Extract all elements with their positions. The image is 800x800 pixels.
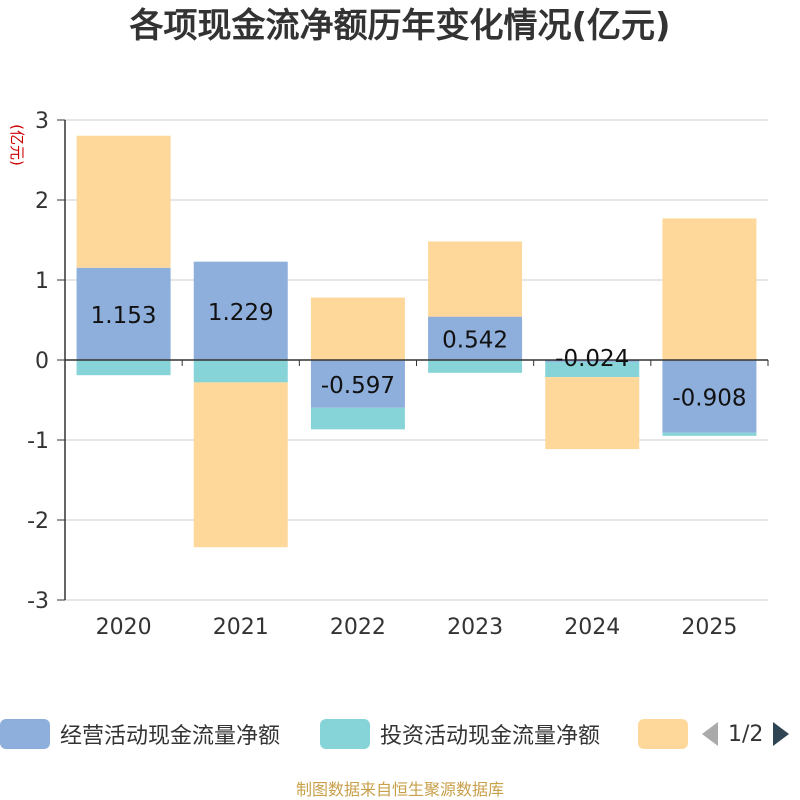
data-label: -0.908 (672, 385, 746, 411)
pager-text: 1/2 (728, 721, 764, 747)
axes: -3 -2 -1 0 1 2 3 2020 2021 2022 2023 2024 2025 (27, 109, 769, 640)
y-tick-label: 0 (35, 349, 49, 374)
bar-series-2-2022[interactable] (310, 297, 405, 360)
legend-item-investing[interactable]: 投资活动现金流量净额 (320, 716, 600, 752)
legend-swatch-investing (320, 719, 370, 749)
bar-series-1-2023[interactable] (428, 360, 523, 373)
y-tick-label: 1 (35, 269, 49, 294)
grid-lines (65, 119, 768, 601)
data-label: 1.153 (91, 303, 157, 329)
bar-series-2-2020[interactable] (76, 135, 171, 268)
bar-series-1-2022[interactable] (310, 407, 405, 430)
bar-series-0-2022[interactable] (310, 360, 405, 408)
y-axis-title: (亿元) (8, 124, 26, 166)
legend: 经营活动现金流量净额 投资活动现金流量净额 1/2 (0, 716, 800, 756)
legend-item-operating[interactable]: 经营活动现金流量净额 (0, 716, 280, 752)
legend-swatch-financing (638, 719, 688, 749)
data-label: 1.229 (208, 300, 274, 326)
legend-label-investing: 投资活动现金流量净额 (380, 724, 601, 749)
chart-title: 各项现金流净额历年变化情况(亿元) (129, 6, 671, 46)
footer-source: 制图数据来自恒生聚源数据库 (295, 780, 504, 799)
y-tick-label: 3 (35, 109, 49, 134)
y-tick-label: -1 (27, 429, 49, 454)
x-tick-label: 2022 (330, 615, 386, 640)
bar-series-0-2021[interactable] (193, 261, 288, 360)
bar-series-1-2020[interactable] (76, 360, 171, 376)
bar-series-2-2024[interactable] (545, 377, 640, 450)
x-tick-label: 2025 (681, 615, 737, 640)
data-label: -0.024 (555, 346, 629, 372)
bar-series-2-2021[interactable] (193, 382, 288, 548)
legend-item-financing[interactable] (638, 716, 688, 752)
stacked-bar-chart: -3 -2 -1 0 1 2 3 2020 2021 2022 2023 2024 2025 1.153… (8, 109, 769, 640)
y-tick-label: 2 (35, 189, 49, 214)
x-tick-label: 2020 (96, 615, 152, 640)
bar-series-0-2020[interactable] (76, 267, 171, 360)
bar-series-2-2025[interactable] (662, 218, 757, 360)
bar-series-0-2025[interactable] (662, 360, 757, 433)
y-tick-label: -3 (27, 589, 49, 614)
y-tick-label: -2 (27, 509, 49, 534)
bars (76, 135, 757, 548)
x-tick-label: 2024 (564, 615, 620, 640)
bar-series-1-2025[interactable] (662, 432, 757, 436)
x-tick-label: 2023 (447, 615, 503, 640)
bar-series-0-2024[interactable] (545, 360, 640, 362)
legend-pager: 1/2 (700, 716, 791, 752)
bar-series-2-2023[interactable] (428, 241, 523, 317)
data-labels: 1.153 1.229 -0.597 0.542 -0.024 -0.908 (91, 300, 747, 411)
x-tick-label: 2021 (213, 615, 269, 640)
legend-label-operating: 经营活动现金流量净额 (60, 724, 281, 749)
bar-series-0-2023[interactable] (428, 316, 523, 360)
legend-swatch-operating (0, 719, 50, 749)
data-label: 0.542 (442, 327, 508, 353)
pager-prev-icon[interactable] (700, 720, 720, 748)
pager-next-icon[interactable] (771, 720, 791, 748)
data-label: -0.597 (321, 373, 395, 399)
bar-series-1-2021[interactable] (193, 360, 288, 383)
bar-series-1-2024[interactable] (545, 361, 640, 378)
